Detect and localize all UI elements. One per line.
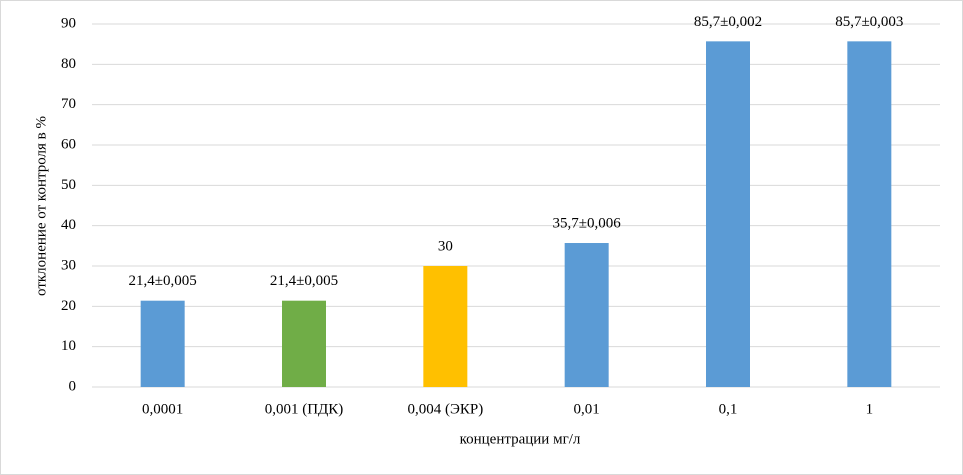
bar bbox=[282, 300, 326, 387]
y-tick-label: 50 bbox=[61, 177, 76, 193]
y-tick-label: 30 bbox=[61, 257, 76, 273]
y-tick-label: 80 bbox=[61, 56, 76, 72]
bar bbox=[847, 41, 892, 388]
value-label: 35,7±0,006 bbox=[553, 215, 622, 231]
bar bbox=[423, 266, 468, 387]
y-tick-label: 20 bbox=[61, 298, 76, 314]
bar bbox=[564, 243, 609, 387]
y-tick-label: 0 bbox=[69, 378, 77, 394]
value-label: 30 bbox=[438, 238, 453, 254]
x-axis-label: концентрации мг/л bbox=[460, 431, 581, 447]
y-tick-label: 90 bbox=[61, 15, 76, 31]
x-tick-label: 1 bbox=[866, 401, 874, 417]
y-tick-label: 60 bbox=[61, 136, 76, 152]
y-tick-label: 10 bbox=[61, 338, 76, 354]
value-label: 85,7±0,003 bbox=[835, 14, 903, 30]
y-axis-label: отклонение от контроля в % bbox=[33, 116, 49, 296]
x-tick-label: 0,001 (ПДК) bbox=[265, 401, 344, 417]
value-label: 21,4±0,005 bbox=[270, 273, 338, 289]
x-tick-label: 0,1 bbox=[719, 401, 738, 417]
value-label: 21,4±0,005 bbox=[129, 273, 197, 289]
value-label: 85,7±0,002 bbox=[694, 14, 762, 30]
y-tick-label: 70 bbox=[61, 96, 76, 112]
bar bbox=[140, 300, 185, 387]
x-tick-label: 0,01 bbox=[574, 401, 600, 417]
x-tick-label: 0,004 (ЭКР) bbox=[407, 401, 483, 417]
x-tick-label: 0,0001 bbox=[142, 401, 183, 417]
y-tick-label: 40 bbox=[61, 217, 76, 233]
bar bbox=[706, 41, 750, 388]
